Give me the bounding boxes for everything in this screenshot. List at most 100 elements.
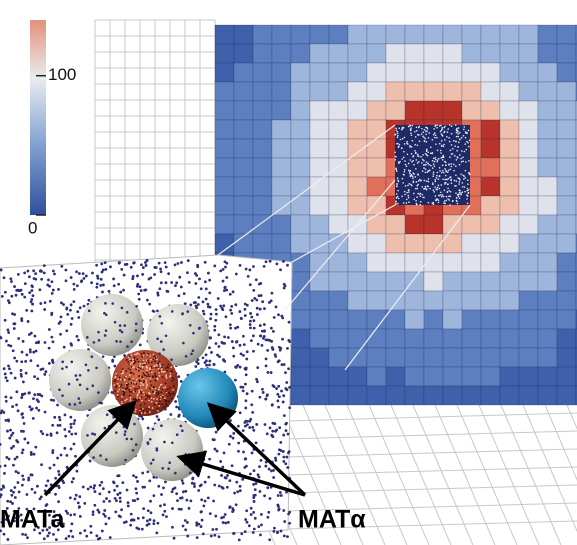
heat-cell	[386, 253, 405, 272]
particle	[12, 349, 15, 352]
particle	[215, 313, 218, 316]
heat-cell	[329, 25, 348, 44]
core-particle	[405, 164, 407, 166]
colorbar	[30, 20, 46, 215]
particle	[102, 355, 105, 358]
particle	[225, 289, 228, 292]
particle	[161, 384, 163, 386]
particle	[155, 357, 157, 359]
particle	[17, 273, 20, 276]
heat-cell	[405, 386, 424, 405]
core-particle	[406, 165, 408, 167]
particle	[23, 296, 26, 299]
particle	[252, 429, 255, 432]
particle	[175, 492, 178, 495]
particle	[113, 415, 116, 418]
heat-cell	[519, 196, 538, 215]
particle	[22, 430, 25, 433]
particle	[159, 315, 162, 318]
particle	[254, 517, 257, 520]
particle	[95, 286, 98, 289]
heat-cell	[291, 367, 310, 386]
particle	[282, 450, 285, 453]
particle	[252, 496, 255, 499]
particle	[154, 360, 156, 362]
particle	[146, 299, 149, 302]
particle	[160, 493, 163, 496]
particle	[229, 435, 232, 438]
particle	[223, 452, 226, 455]
particle	[160, 424, 163, 427]
particle	[120, 386, 122, 388]
particle	[229, 327, 232, 330]
particle	[140, 385, 142, 387]
particle	[155, 367, 157, 369]
core-particle	[448, 137, 450, 139]
particle	[9, 429, 12, 432]
heat-cell	[557, 272, 576, 291]
core-particle	[426, 148, 428, 150]
heat-cell	[348, 196, 367, 215]
particle	[141, 389, 143, 391]
particle	[5, 456, 8, 459]
particle	[117, 391, 119, 393]
particle	[73, 513, 76, 516]
particle	[224, 513, 227, 516]
particle	[150, 462, 153, 465]
particle	[3, 367, 6, 370]
particle	[22, 478, 25, 481]
core-particle	[441, 127, 443, 129]
particle	[249, 312, 252, 315]
core-particle	[434, 161, 436, 163]
particle	[239, 344, 242, 347]
particle	[153, 273, 156, 276]
core-particle	[417, 193, 419, 195]
particle	[234, 366, 237, 369]
core-particle	[402, 178, 404, 180]
particle	[85, 535, 88, 538]
heat-cell	[253, 120, 272, 139]
particle	[197, 303, 200, 306]
particle	[51, 451, 54, 454]
particle	[122, 372, 124, 374]
core-particle	[442, 159, 444, 161]
particle	[202, 505, 205, 508]
core-particle	[421, 162, 423, 164]
particle	[156, 402, 158, 404]
heat-cell	[519, 101, 538, 120]
core-particle	[434, 186, 436, 188]
heat-cell	[557, 367, 576, 386]
core-particle	[458, 136, 460, 138]
core-particle	[432, 175, 434, 177]
core-particle	[464, 151, 466, 153]
heat-cell	[310, 386, 329, 405]
core-particle	[398, 161, 400, 163]
core-particle	[468, 130, 470, 132]
particle	[205, 364, 208, 367]
sphere-mata	[112, 350, 178, 416]
particle	[153, 365, 155, 367]
heat-cell	[538, 158, 557, 177]
particle	[276, 531, 279, 534]
particle	[235, 503, 238, 506]
particle	[49, 432, 52, 435]
particle	[142, 360, 144, 362]
particle	[149, 368, 151, 370]
particle	[135, 492, 138, 495]
particle	[152, 522, 155, 525]
particle	[15, 294, 18, 297]
particle	[69, 496, 72, 499]
sphere	[141, 419, 203, 481]
heat-cell	[557, 234, 576, 253]
heat-cell	[215, 215, 234, 234]
particle	[243, 421, 246, 424]
particle	[277, 385, 280, 388]
particle	[226, 486, 229, 489]
particle	[23, 438, 26, 441]
core-particle	[469, 140, 471, 142]
heat-cell	[538, 329, 557, 348]
core-particle	[413, 164, 415, 166]
core-particle	[434, 157, 436, 159]
particle	[77, 316, 80, 319]
core-particle	[438, 158, 440, 160]
